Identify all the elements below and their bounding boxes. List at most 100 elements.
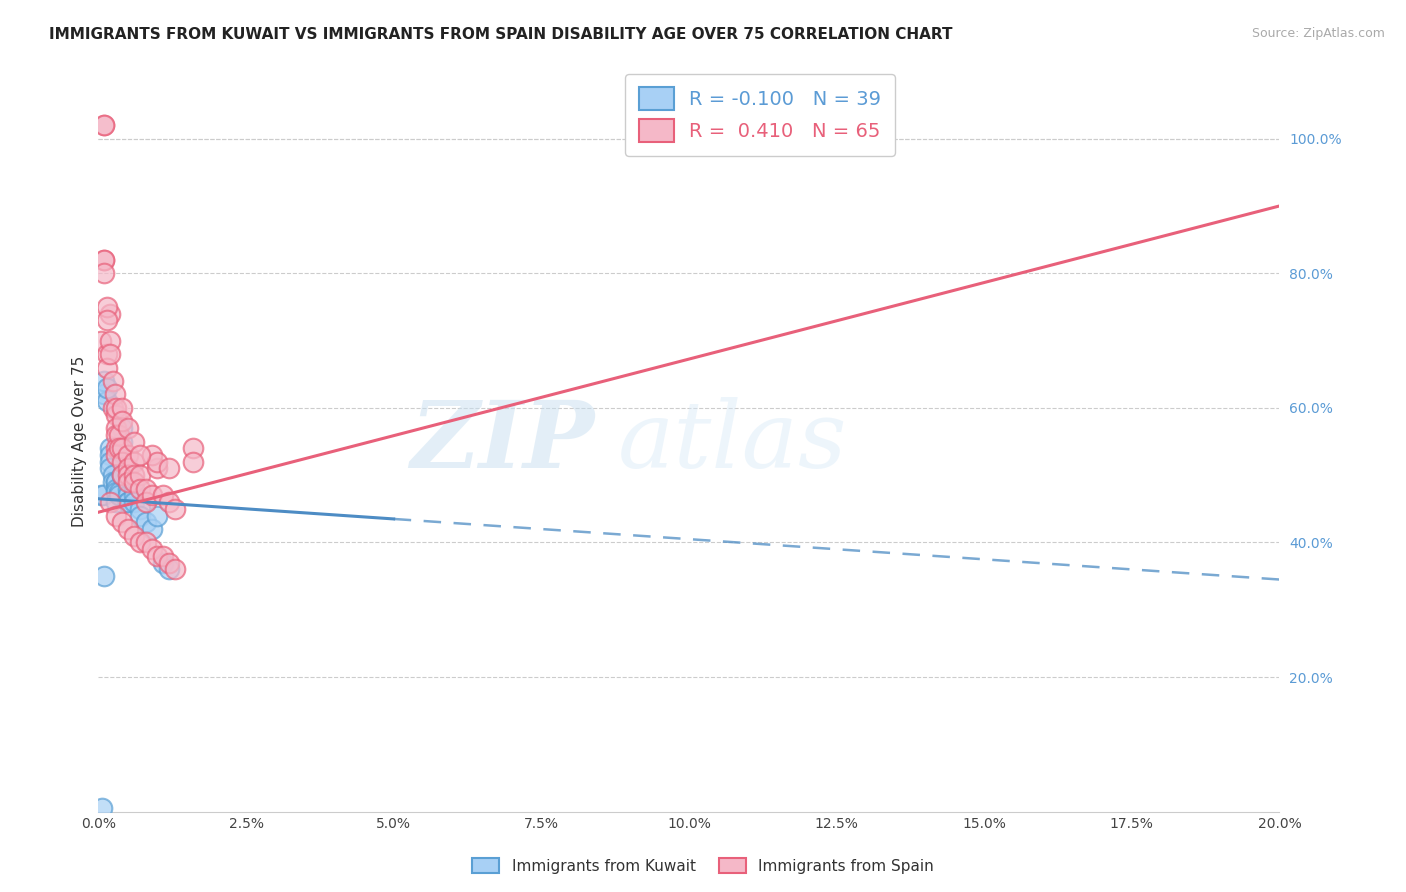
Point xyxy=(181,442,204,456)
Point xyxy=(98,307,121,321)
Point xyxy=(98,442,121,456)
Point xyxy=(128,448,150,462)
Point xyxy=(146,549,169,563)
Point xyxy=(93,569,115,583)
Point xyxy=(90,488,112,502)
Point xyxy=(117,421,139,435)
Point xyxy=(105,485,128,500)
Point xyxy=(157,556,180,570)
Point xyxy=(128,468,150,483)
Point xyxy=(96,313,118,327)
Point xyxy=(111,516,134,530)
Point xyxy=(122,434,145,449)
Point xyxy=(117,475,139,489)
Point xyxy=(128,508,150,523)
Point xyxy=(108,427,131,442)
Legend: R = -0.100   N = 39, R =  0.410   N = 65: R = -0.100 N = 39, R = 0.410 N = 65 xyxy=(624,74,894,155)
Point xyxy=(111,468,134,483)
Point xyxy=(105,401,128,415)
Point xyxy=(105,508,128,523)
Point xyxy=(122,495,145,509)
Point xyxy=(111,421,134,435)
Point xyxy=(103,475,125,489)
Y-axis label: Disability Age Over 75: Disability Age Over 75 xyxy=(72,356,87,527)
Point xyxy=(146,461,169,475)
Point xyxy=(108,488,131,502)
Point xyxy=(111,434,134,449)
Point xyxy=(117,468,139,483)
Point xyxy=(117,482,139,496)
Point xyxy=(122,482,145,496)
Point xyxy=(98,448,121,462)
Point xyxy=(135,516,157,530)
Point xyxy=(141,542,163,557)
Point xyxy=(117,495,139,509)
Point xyxy=(135,482,157,496)
Point xyxy=(135,495,157,509)
Point xyxy=(93,118,115,132)
Point xyxy=(93,252,115,267)
Point xyxy=(98,455,121,469)
Point xyxy=(105,475,128,489)
Point xyxy=(108,485,131,500)
Point xyxy=(96,394,118,409)
Point xyxy=(105,408,128,422)
Point xyxy=(98,495,121,509)
Point xyxy=(105,475,128,489)
Point xyxy=(96,381,118,395)
Point xyxy=(117,448,139,462)
Text: atlas: atlas xyxy=(619,397,848,486)
Point xyxy=(157,495,180,509)
Point xyxy=(91,488,114,502)
Point xyxy=(105,442,128,456)
Point xyxy=(98,347,121,361)
Point xyxy=(98,334,121,348)
Point xyxy=(93,118,115,132)
Point xyxy=(128,535,150,549)
Text: IMMIGRANTS FROM KUWAIT VS IMMIGRANTS FROM SPAIN DISABILITY AGE OVER 75 CORRELATI: IMMIGRANTS FROM KUWAIT VS IMMIGRANTS FRO… xyxy=(49,27,953,42)
Point xyxy=(146,508,169,523)
Point xyxy=(104,387,127,401)
Point xyxy=(103,468,125,483)
Point xyxy=(105,495,128,509)
Point xyxy=(96,360,118,375)
Point xyxy=(135,535,157,549)
Text: ZIP: ZIP xyxy=(411,397,595,486)
Point xyxy=(165,562,187,576)
Point xyxy=(141,522,163,536)
Legend: Immigrants from Kuwait, Immigrants from Spain: Immigrants from Kuwait, Immigrants from … xyxy=(465,852,941,880)
Point xyxy=(122,455,145,469)
Point xyxy=(111,401,134,415)
Point xyxy=(90,334,112,348)
Point xyxy=(117,495,139,509)
Point xyxy=(96,300,118,314)
Point xyxy=(103,401,125,415)
Point xyxy=(93,374,115,388)
Point xyxy=(117,488,139,502)
Point xyxy=(111,468,134,483)
Point xyxy=(105,421,128,435)
Point xyxy=(146,455,169,469)
Point xyxy=(141,488,163,502)
Point xyxy=(122,475,145,489)
Point xyxy=(111,414,134,428)
Point xyxy=(93,252,115,267)
Point xyxy=(157,562,180,576)
Point xyxy=(117,461,139,475)
Point xyxy=(157,461,180,475)
Point xyxy=(93,387,115,401)
Point xyxy=(122,468,145,483)
Point xyxy=(108,442,131,456)
Point xyxy=(111,468,134,483)
Point xyxy=(111,442,134,456)
Point xyxy=(117,522,139,536)
Point xyxy=(93,266,115,280)
Point xyxy=(141,448,163,462)
Point xyxy=(105,482,128,496)
Point xyxy=(105,427,128,442)
Point xyxy=(105,448,128,462)
Point xyxy=(152,549,174,563)
Point xyxy=(98,461,121,475)
Point xyxy=(128,501,150,516)
Point xyxy=(165,501,187,516)
